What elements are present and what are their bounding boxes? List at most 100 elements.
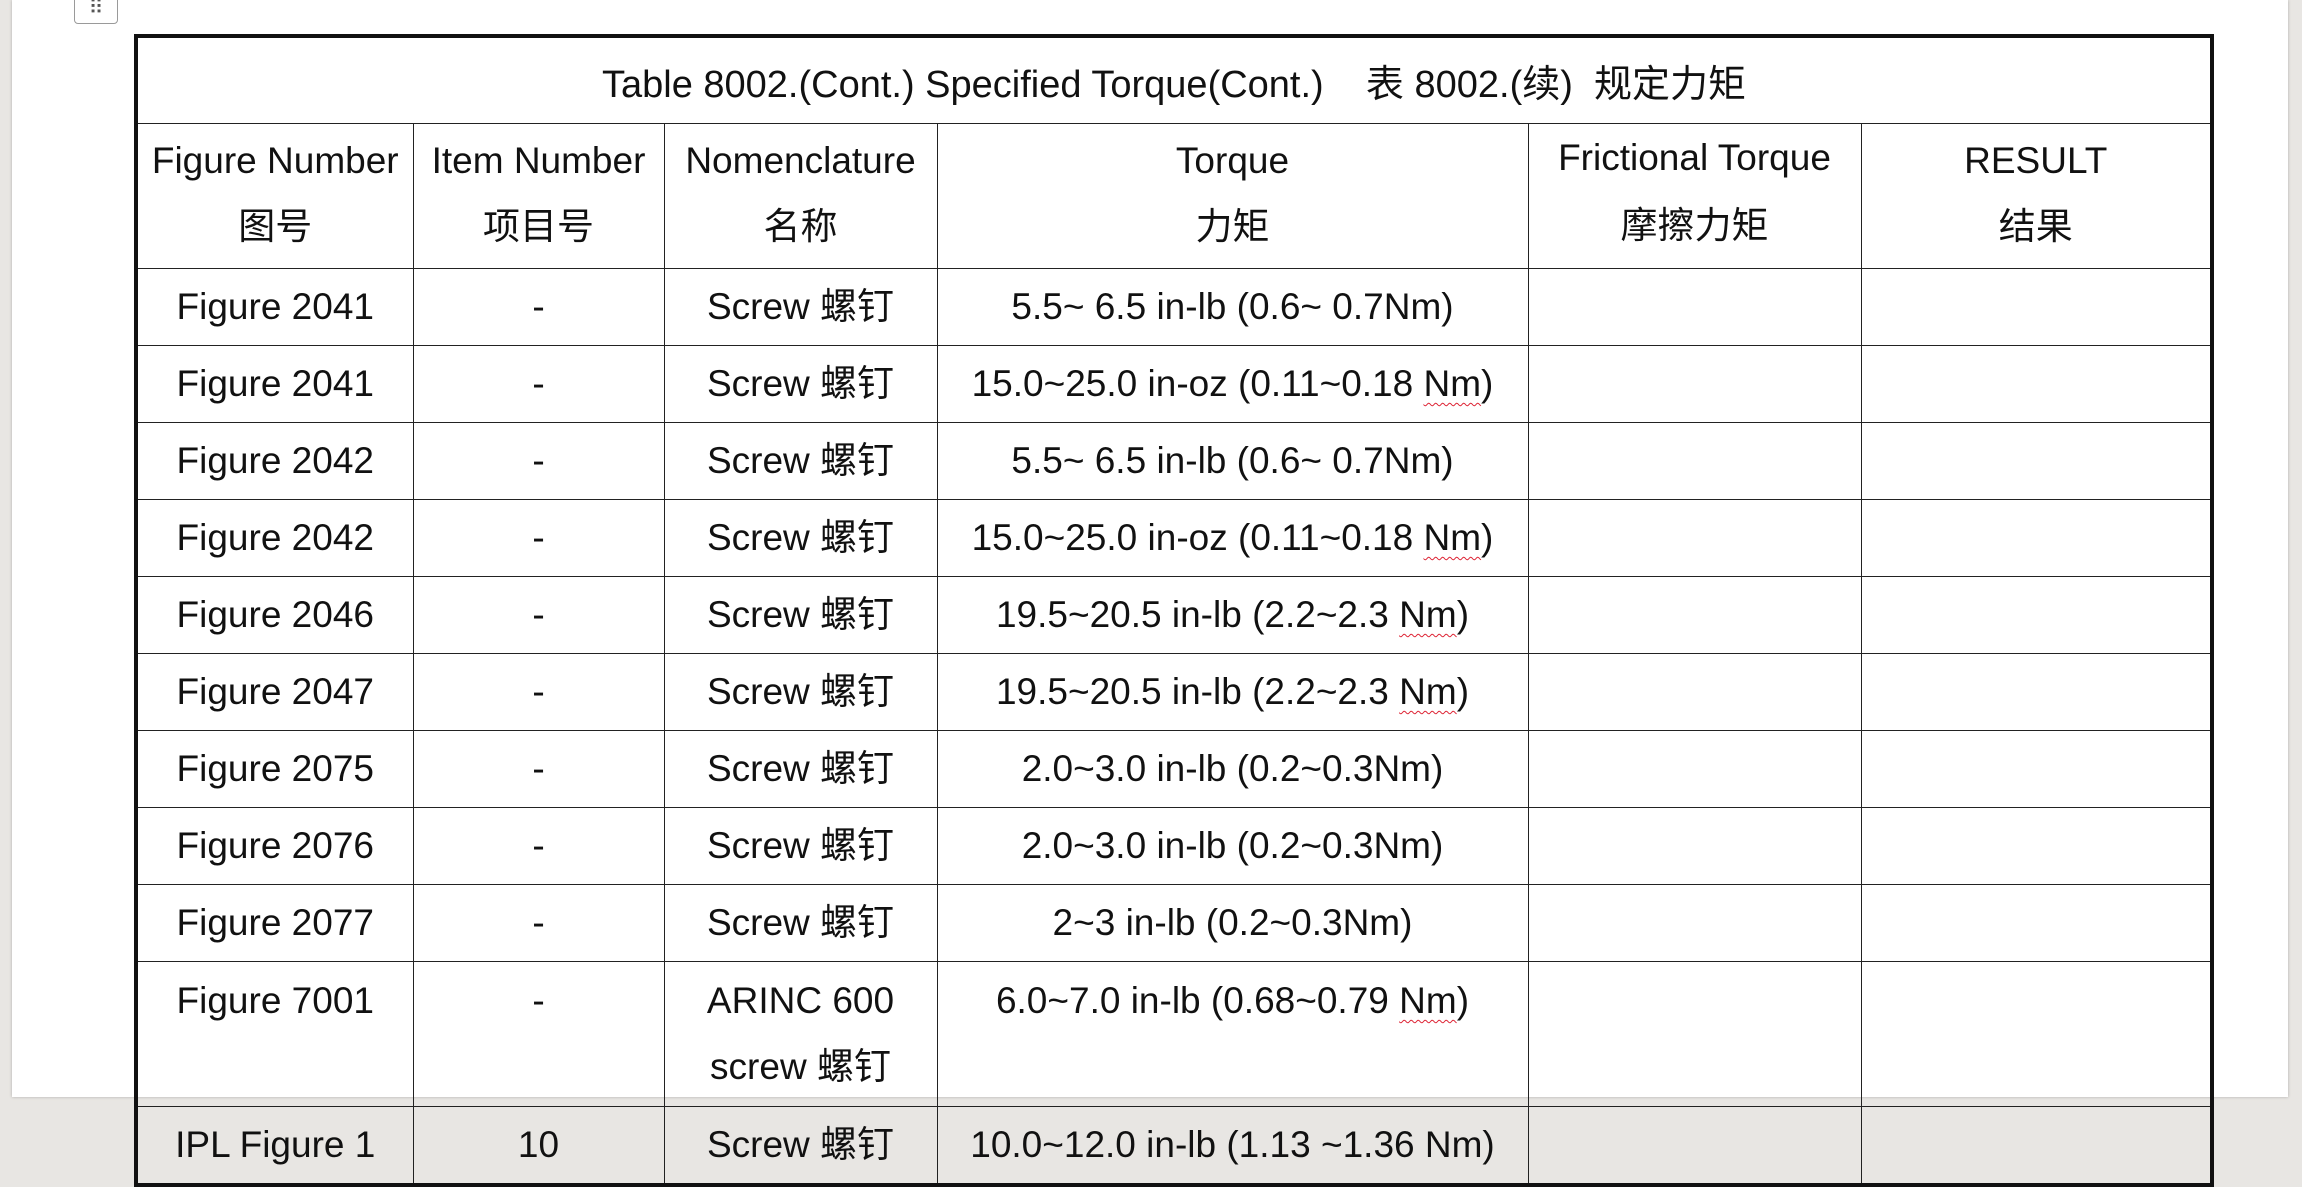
torque-text: 19.5~20.5 in-lb (2.2~2.3 [995,671,1400,712]
torque-text-end: ) [1456,980,1470,1021]
torque-text: 15.0~25.0 in-oz (0.11~0.18 [971,363,1424,404]
cell-torque: 2.0~3.0 in-lb (0.2~0.3Nm) [936,730,1529,808]
cell-figure-number: Figure 2041 [135,268,414,346]
table-row: Figure 2042 - Screw 螺钉 15.0~25.0 in-oz (0.1… [135,499,2213,577]
item-number-text: - [532,825,545,866]
cell-nomenclature: Screw 螺钉 [663,1106,938,1186]
table-row: Figure 2042 - Screw 螺钉 5.5~ 6.5 in-lb (0.6~… [135,422,2213,500]
item-number-text: - [532,748,545,789]
cell-figure-number: Figure 2042 [135,422,414,500]
cell-frictional-torque [1527,576,1862,654]
figure-number-text: IPL Figure 1 [175,1124,376,1165]
header-item-number: Item Number 项目号 [412,123,665,269]
cell-torque: 15.0~25.0 in-oz (0.11~0.18 Nm) [936,345,1529,423]
cell-item-number: - [412,576,665,654]
document-page: ⠿ Table 8002.(Cont.) Specified Torque(Co… [12,0,2288,1187]
torque-text: 2~3 in-lb (0.2~0.3Nm) [1052,902,1413,943]
torque-text: 2.0~3.0 in-lb (0.2~0.3Nm) [1021,825,1444,866]
table-row: Figure 2046 - Screw 螺钉 19.5~20.5 in-lb (2.2… [135,576,2213,654]
item-number-text: - [532,980,545,1021]
cell-item-number: - [412,961,665,1107]
torque-text: 5.5~ 6.5 in-lb (0.6~ 0.7Nm) [1011,286,1454,327]
table-title: Table 8002.(Cont.) Specified Torque(Cont… [135,35,2213,124]
nomenclature-text: ARINC 600 [706,980,895,1021]
cell-torque: 2.0~3.0 in-lb (0.2~0.3Nm) [936,807,1529,885]
cell-result [1860,499,2213,577]
cell-torque: 6.0~7.0 in-lb (0.68~0.79 Nm) [936,961,1529,1107]
nomenclature-text: Screw 螺钉 [706,1124,895,1165]
cell-torque: 15.0~25.0 in-oz (0.11~0.18 Nm) [936,499,1529,577]
cell-result [1860,807,2213,885]
cell-result [1860,730,2213,808]
cell-figure-number: Figure 2075 [135,730,414,808]
specified-torque-table: Table 8002.(Cont.) Specified Torque(Cont… [134,34,2215,1187]
cell-figure-number: Figure 7001 [135,961,414,1107]
figure-number-text: Figure 2042 [176,440,374,481]
item-number-text: 10 [517,1124,560,1165]
cell-nomenclature: Screw 螺钉 [663,345,938,423]
torque-text: 10.0~12.0 in-lb (1.13 ~1.36 Nm) [970,1124,1495,1165]
torque-text: 2.0~3.0 in-lb (0.2~0.3Nm) [1021,748,1444,789]
cell-frictional-torque [1527,807,1862,885]
cell-frictional-torque [1527,653,1862,731]
cell-frictional-torque [1527,884,1862,962]
header-torque: Torque 力矩 [936,123,1529,269]
cell-frictional-torque [1527,422,1862,500]
cell-frictional-torque [1527,268,1862,346]
cell-nomenclature: Screw 螺钉 [663,422,938,500]
cell-item-number: - [412,807,665,885]
cell-item-number: - [412,268,665,346]
table-body: Figure 2041 - Screw 螺钉 5.5~ 6.5 in-lb (0.6~… [135,268,2213,1186]
nomenclature-text: Screw 螺钉 [706,671,895,712]
figure-number-text: Figure 2047 [176,671,374,712]
torque-text: 6.0~7.0 in-lb (0.68~0.79 [995,980,1400,1021]
figure-number-text: Figure 2041 [176,363,374,404]
cell-item-number: - [412,345,665,423]
table-move-handle-icon[interactable]: ⠿ [74,0,118,24]
nomenclature-text: Screw 螺钉 [706,517,895,558]
cell-item-number: - [412,884,665,962]
cell-item-number: - [412,499,665,577]
nomenclature-text: Screw 螺钉 [706,748,895,789]
cell-item-number: - [412,422,665,500]
cell-frictional-torque [1527,345,1862,423]
table-row: Figure 2047 - Screw 螺钉 19.5~20.5 in-lb (2.2… [135,653,2213,731]
cell-torque: 5.5~ 6.5 in-lb (0.6~ 0.7Nm) [936,268,1529,346]
torque-unit-spellcheck: Nm [1423,517,1482,558]
cell-item-number: - [412,653,665,731]
nomenclature-text: Screw 螺钉 [706,286,895,327]
cell-frictional-torque [1527,1106,1862,1186]
cell-torque: 19.5~20.5 in-lb (2.2~2.3 Nm) [936,653,1529,731]
figure-number-text: Figure 2041 [176,286,374,327]
table-row: IPL Figure 1 10 Screw 螺钉 10.0~12.0 in-lb (1… [135,1106,2213,1186]
header-result: RESULT 结果 [1860,123,2213,269]
cell-figure-number: Figure 2042 [135,499,414,577]
cell-figure-number: Figure 2076 [135,807,414,885]
cell-nomenclature: Screw 螺钉 [663,268,938,346]
table-row: Figure 7001 - ARINC 600 screw 螺钉 6.0~7.0 in-… [135,961,2213,1107]
table-row: Figure 2076 - Screw 螺钉 2.0~3.0 in-lb (0.2~0… [135,807,2213,885]
cell-figure-number: Figure 2046 [135,576,414,654]
cell-result [1860,576,2213,654]
torque-text: 15.0~25.0 in-oz (0.11~0.18 [971,517,1424,558]
torque-unit-spellcheck: Nm [1399,980,1457,1021]
item-number-text: - [532,363,545,404]
cell-torque: 5.5~ 6.5 in-lb (0.6~ 0.7Nm) [936,422,1529,500]
torque-text-end: ) [1481,363,1494,404]
cell-figure-number: IPL Figure 1 [135,1106,414,1186]
table-row: Figure 2041 - Screw 螺钉 5.5~ 6.5 in-lb (0.6~… [135,268,2213,346]
cell-torque: 10.0~12.0 in-lb (1.13 ~1.36 Nm) [936,1106,1529,1186]
cell-result [1860,268,2213,346]
cell-nomenclature: Screw 螺钉 [663,807,938,885]
nomenclature-text: Screw 螺钉 [706,363,895,404]
figure-number-text: Figure 2042 [176,517,374,558]
figure-number-text: Figure 2046 [176,594,374,635]
cell-torque: 19.5~20.5 in-lb (2.2~2.3 Nm) [936,576,1529,654]
torque-text: 5.5~ 6.5 in-lb (0.6~ 0.7Nm) [1011,440,1454,481]
figure-number-text: Figure 2076 [176,825,374,866]
cell-nomenclature: Screw 螺钉 [663,884,938,962]
torque-unit-spellcheck: Nm [1399,671,1457,712]
item-number-text: - [532,286,545,327]
torque-unit-spellcheck: Nm [1399,594,1457,635]
cell-item-number: 10 [412,1106,665,1186]
